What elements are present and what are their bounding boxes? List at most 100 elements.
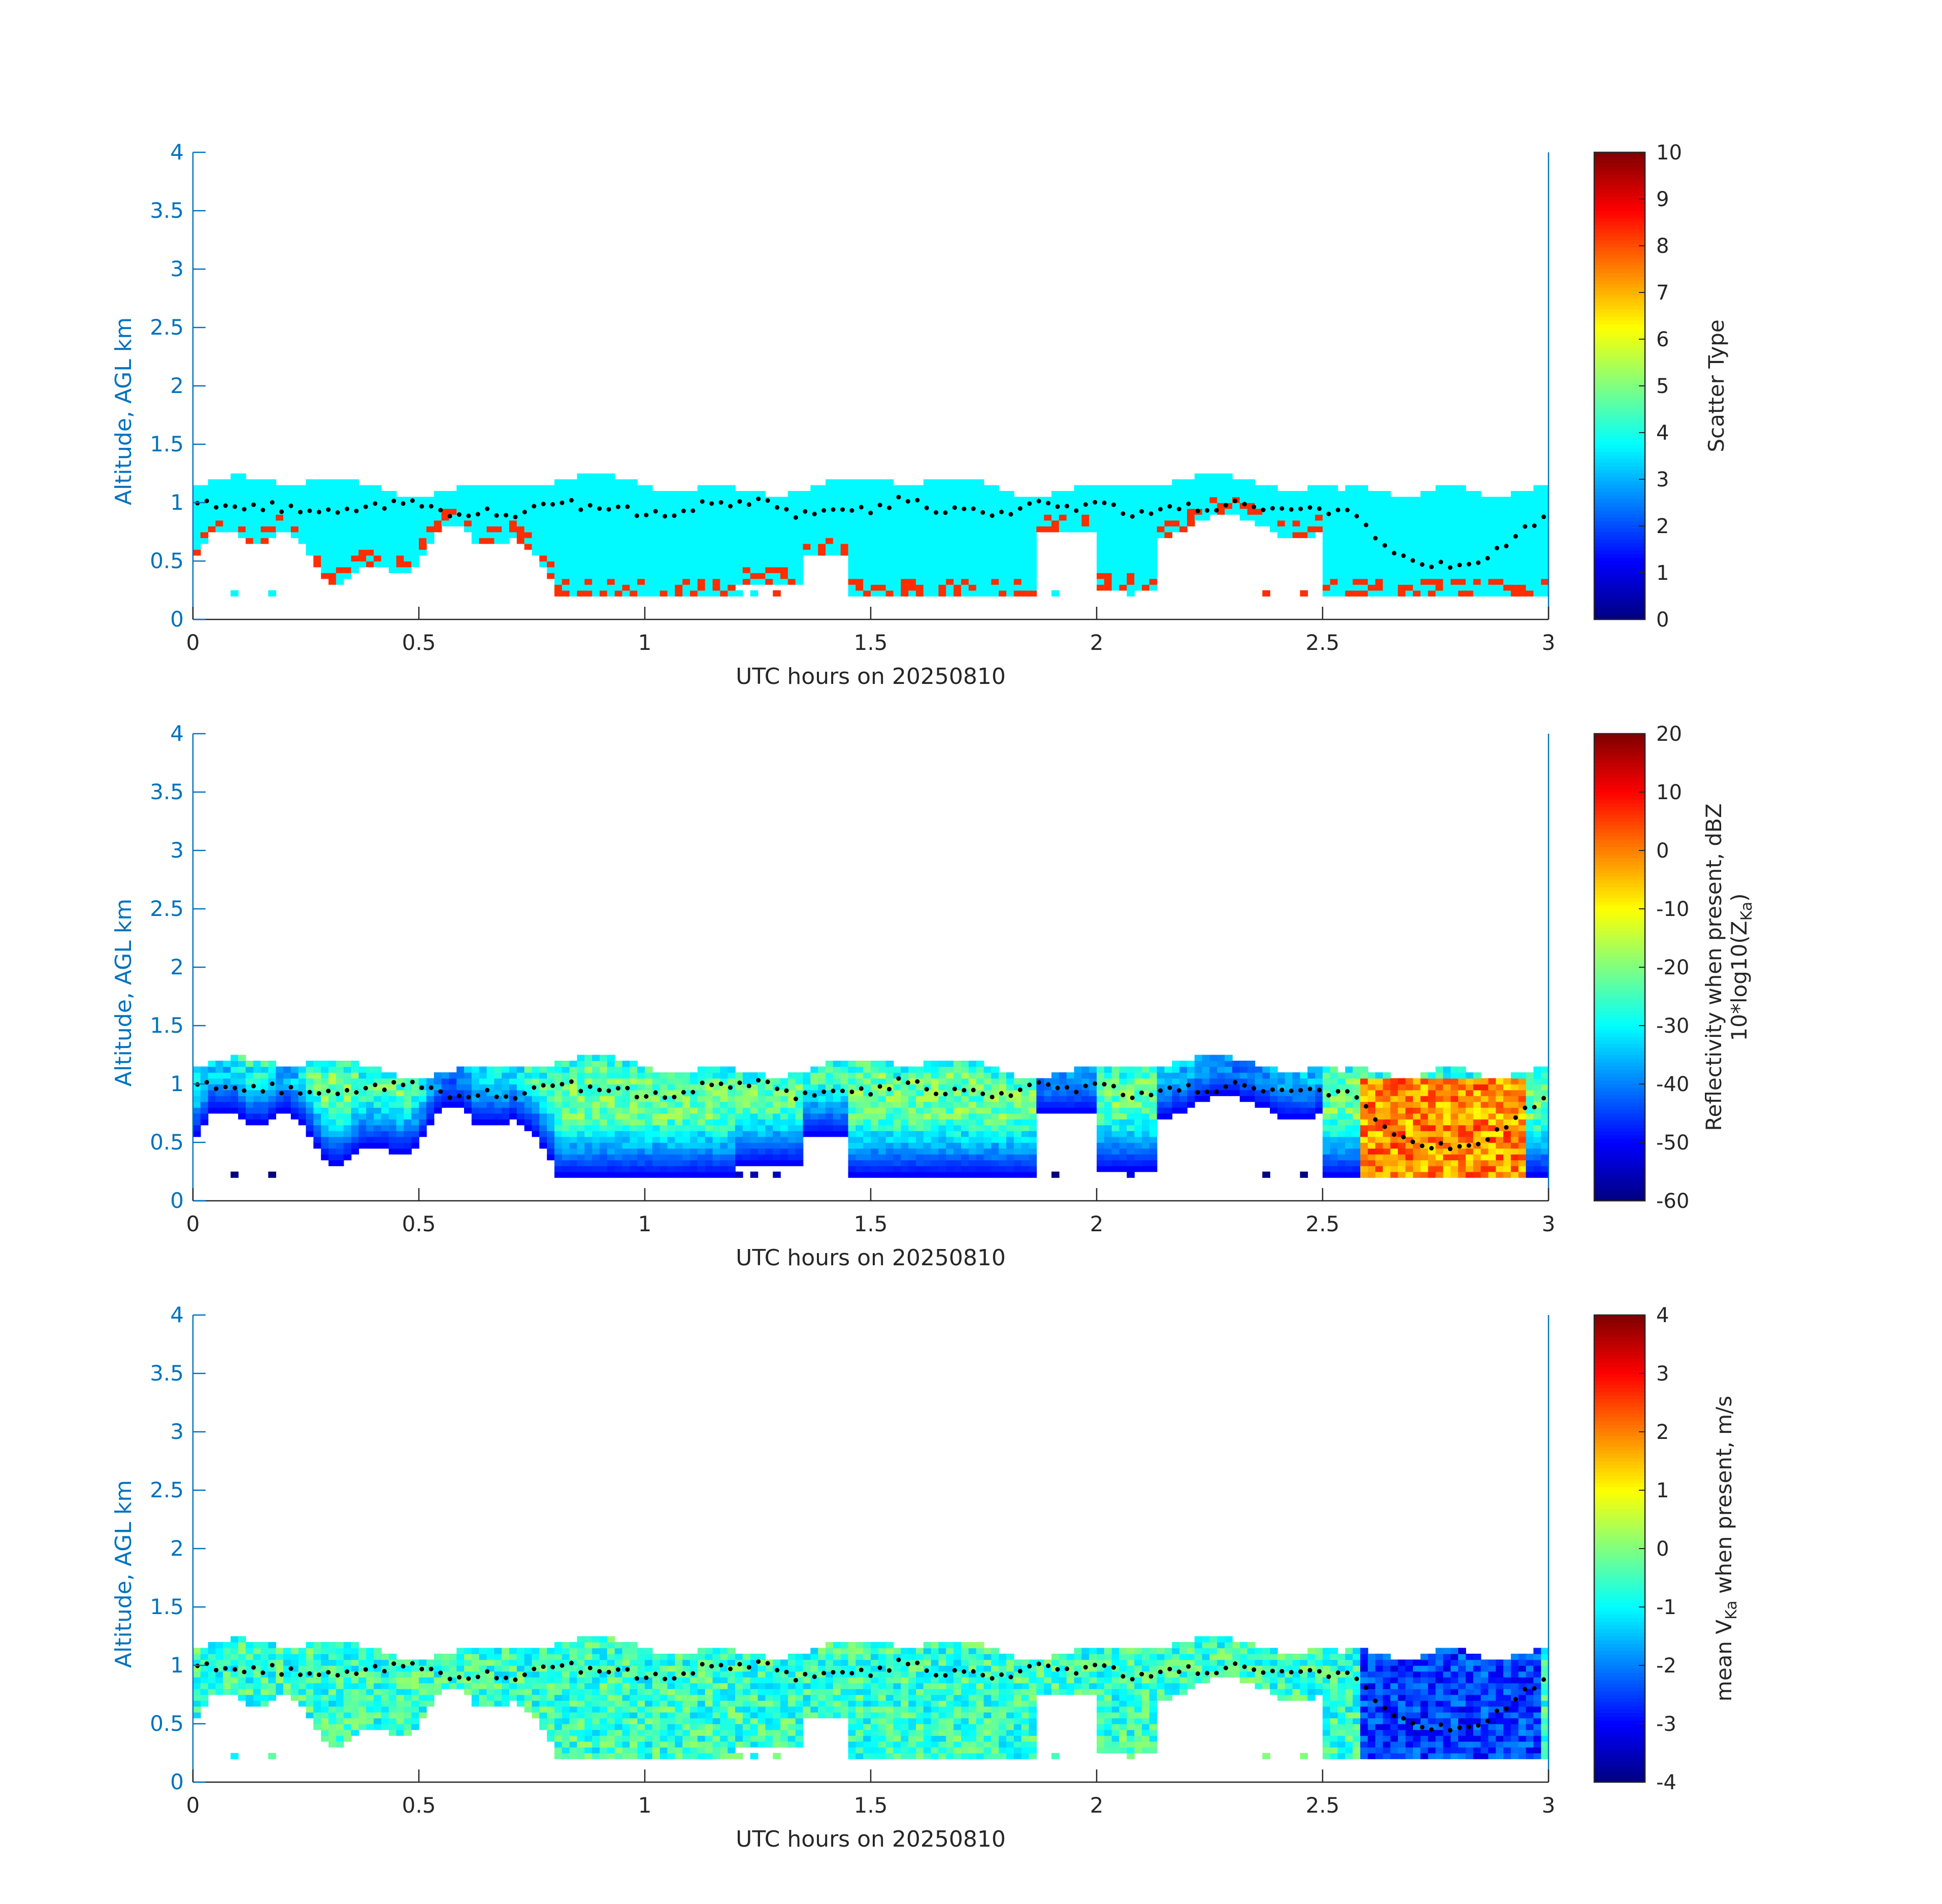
heatmap-cell bbox=[773, 532, 781, 538]
heatmap-cell bbox=[773, 1171, 781, 1178]
heatmap-cell bbox=[893, 1119, 902, 1126]
heatmap-cell bbox=[456, 491, 465, 498]
heatmap-cell bbox=[1029, 567, 1037, 573]
heatmap-cell bbox=[464, 497, 472, 503]
heatmap-cell bbox=[938, 1119, 947, 1126]
heatmap-cell bbox=[976, 485, 984, 491]
heatmap-cell bbox=[773, 1119, 781, 1126]
heatmap-cell bbox=[968, 1136, 977, 1143]
heatmap-cell bbox=[863, 555, 871, 562]
heatmap-cell bbox=[1006, 578, 1014, 585]
colorbar-swatch bbox=[1594, 550, 1645, 554]
heatmap-cell bbox=[953, 520, 962, 527]
heatmap-cell bbox=[675, 1072, 683, 1079]
heatmap-cell bbox=[878, 590, 886, 597]
heatmap-cell bbox=[419, 1101, 427, 1108]
heatmap-cell bbox=[961, 526, 969, 533]
heatmap-cell bbox=[983, 1090, 992, 1096]
heatmap-cell bbox=[1510, 549, 1519, 556]
heatmap-cell bbox=[328, 485, 337, 491]
heatmap-cell bbox=[976, 1160, 984, 1166]
heatmap-cell bbox=[787, 549, 796, 556]
heatmap-cell bbox=[1390, 578, 1399, 585]
heatmap-cell bbox=[283, 1090, 291, 1096]
heatmap-cell bbox=[1247, 491, 1256, 498]
heatmap-cell bbox=[404, 508, 412, 515]
heatmap-cell bbox=[833, 532, 841, 538]
heatmap-cell bbox=[1247, 1090, 1256, 1096]
heatmap-cell bbox=[592, 1107, 600, 1114]
heatmap-cell bbox=[893, 526, 902, 533]
heatmap-cell bbox=[742, 567, 751, 573]
heatmap-cell bbox=[645, 1160, 653, 1166]
heatmap-cell bbox=[705, 549, 713, 556]
heatmap-cell bbox=[524, 538, 533, 544]
heatmap-cell bbox=[697, 1154, 706, 1161]
heatmap-cell bbox=[848, 1131, 857, 1137]
heatmap-cell bbox=[396, 543, 405, 550]
heatmap-cell bbox=[215, 514, 224, 521]
heatmap-cell bbox=[614, 514, 623, 521]
heatmap-cell bbox=[253, 1113, 261, 1120]
heatmap-cell bbox=[554, 491, 563, 498]
colorbar-swatch bbox=[1594, 382, 1645, 386]
heatmap-cell bbox=[381, 1113, 389, 1120]
heatmap-cell bbox=[1142, 1136, 1150, 1143]
heatmap-cell bbox=[524, 1078, 533, 1085]
heatmap-cell bbox=[1179, 1061, 1188, 1067]
heatmap-cell bbox=[622, 1148, 631, 1155]
heatmap-cell bbox=[916, 1131, 924, 1137]
heatmap-cell bbox=[983, 555, 992, 562]
heatmap-cell bbox=[893, 543, 902, 550]
heatmap-cell bbox=[938, 514, 947, 521]
heatmap-cell bbox=[637, 543, 645, 550]
heatmap-cell bbox=[840, 1101, 849, 1108]
heatmap-cell bbox=[1277, 532, 1286, 538]
heatmap-cell bbox=[554, 1119, 563, 1126]
heatmap-cell bbox=[1149, 1101, 1158, 1108]
heatmap-cell bbox=[471, 503, 480, 509]
heatmap-cell bbox=[953, 538, 962, 544]
heatmap-cell bbox=[885, 1166, 894, 1172]
heatmap-cell bbox=[961, 1107, 969, 1114]
heatmap-cell bbox=[1074, 503, 1082, 509]
heatmap-cell bbox=[682, 1148, 690, 1155]
heatmap-cell bbox=[607, 1154, 615, 1161]
heatmap-cell bbox=[750, 508, 759, 515]
heatmap-cell bbox=[411, 555, 419, 562]
heatmap-cell bbox=[968, 561, 977, 568]
heatmap-cell bbox=[961, 578, 969, 585]
heatmap-cell bbox=[976, 1125, 984, 1131]
heatmap-cell bbox=[1006, 543, 1014, 550]
heatmap-cell bbox=[268, 1090, 276, 1096]
heatmap-cell bbox=[878, 1090, 886, 1096]
heatmap-cell bbox=[675, 1084, 683, 1091]
heatmap-cell bbox=[1473, 538, 1482, 544]
heatmap-cell bbox=[1458, 549, 1466, 556]
heatmap-cell bbox=[584, 526, 593, 533]
heatmap-cell bbox=[569, 1072, 578, 1079]
heatmap-cell bbox=[1330, 497, 1338, 503]
heatmap-cell bbox=[893, 549, 902, 556]
heatmap-cell bbox=[728, 520, 736, 527]
heatmap-cell bbox=[404, 1101, 412, 1108]
heatmap-cell bbox=[366, 1101, 374, 1108]
heatmap-cell bbox=[705, 520, 713, 527]
heatmap-cell bbox=[810, 485, 818, 491]
heatmap-cell bbox=[1247, 479, 1256, 486]
heatmap-cell bbox=[411, 532, 419, 538]
heatmap-cell bbox=[1134, 578, 1142, 585]
heatmap-cell bbox=[780, 1136, 788, 1143]
heatmap-cell bbox=[1541, 549, 1549, 556]
heatmap-cell bbox=[916, 567, 924, 573]
heatmap-cell bbox=[1360, 491, 1368, 498]
heatmap-cell bbox=[215, 508, 224, 515]
colorbar-swatch bbox=[1594, 605, 1645, 609]
heatmap-cell bbox=[1496, 520, 1504, 527]
heatmap-cell bbox=[1187, 1072, 1195, 1079]
heatmap-cell bbox=[720, 549, 728, 556]
heatmap-cell bbox=[1405, 508, 1413, 515]
heatmap-cell bbox=[1127, 1160, 1135, 1166]
heatmap-cell bbox=[607, 473, 615, 480]
heatmap-cell bbox=[787, 503, 796, 509]
